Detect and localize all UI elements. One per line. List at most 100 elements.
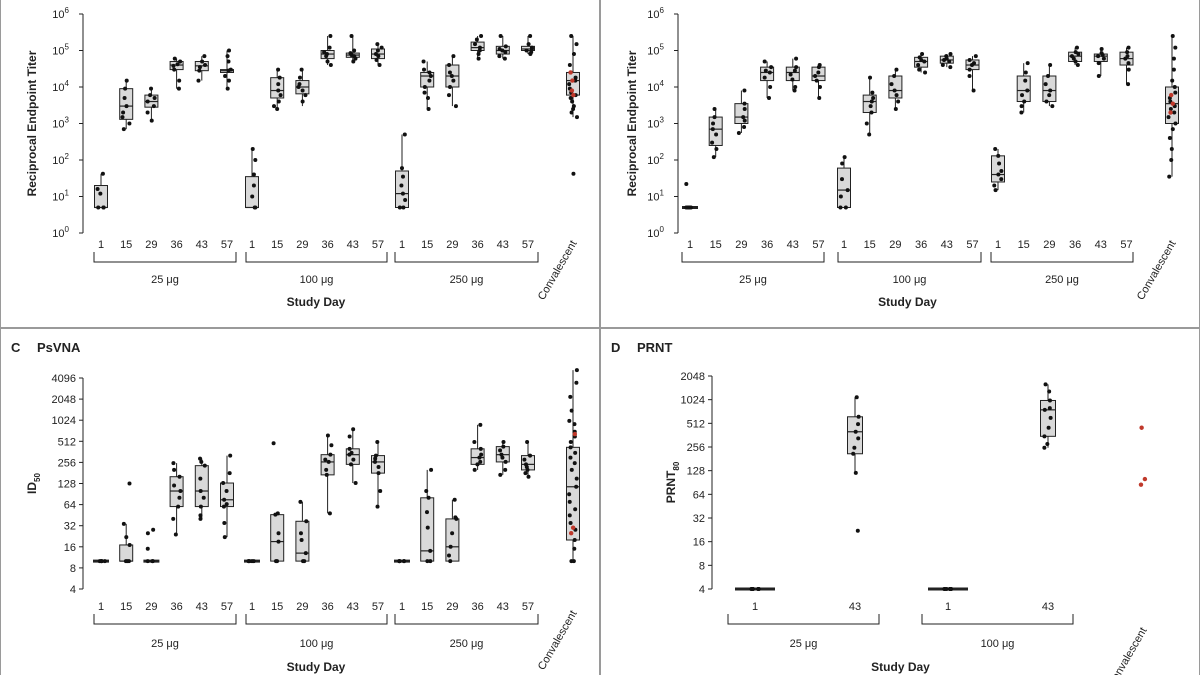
data-point [864, 121, 869, 126]
data-point [741, 115, 746, 120]
data-point [853, 429, 858, 434]
data-point [1047, 389, 1052, 394]
x-axis-label: Study Day [878, 295, 937, 309]
data-point [198, 513, 203, 518]
data-point [448, 559, 453, 564]
data-point [348, 462, 353, 467]
data-point [525, 440, 530, 445]
data-point [948, 65, 953, 70]
data-point [148, 93, 153, 98]
day-tick-label: 1 [399, 239, 405, 251]
data-point [711, 121, 716, 126]
data-point [177, 78, 182, 83]
data-point [528, 33, 533, 38]
box [837, 167, 851, 208]
data-point [453, 104, 458, 109]
data-point [425, 559, 430, 564]
box [119, 544, 134, 562]
data-point [400, 191, 405, 196]
convalescent-point [568, 520, 573, 525]
data-point [472, 440, 477, 445]
data-point [1043, 82, 1048, 87]
data-point [868, 75, 873, 80]
data-point [1048, 88, 1053, 93]
data-point [996, 172, 1001, 177]
data-point [101, 205, 106, 210]
data-point [762, 59, 767, 64]
convalescent-point [567, 492, 572, 497]
data-point [999, 168, 1004, 173]
data-point [145, 559, 150, 564]
convalescent-point [573, 507, 578, 512]
data-point [422, 85, 427, 89]
day-tick-label: 29 [446, 601, 458, 613]
day-tick-label: 15 [271, 239, 283, 251]
data-point [399, 183, 404, 188]
day-tick-label: 29 [446, 239, 458, 251]
data-point [327, 511, 332, 516]
group-bracket [394, 614, 539, 625]
day-tick-label: 43 [347, 239, 359, 251]
data-point [428, 74, 433, 79]
data-point [172, 483, 177, 488]
data-point [478, 422, 483, 427]
convalescent-point [1167, 136, 1172, 141]
group-label: 25 μg [739, 274, 767, 286]
data-point [347, 452, 352, 457]
data-point [852, 445, 857, 450]
convalescent-point [574, 484, 579, 489]
data-point [127, 481, 132, 486]
y-tick-label: 128 [687, 466, 705, 478]
data-point [176, 504, 181, 509]
data-point [856, 414, 861, 419]
data-point [477, 455, 482, 460]
data-point [276, 531, 281, 536]
data-point [223, 74, 228, 79]
data-point [378, 489, 383, 494]
day-tick-label: 43 [347, 601, 359, 613]
data-point [447, 63, 452, 68]
data-point [523, 471, 528, 476]
data-point [871, 95, 876, 100]
group-bracket [93, 252, 237, 263]
data-point [251, 172, 256, 177]
data-point [200, 59, 205, 64]
convalescent-point [574, 368, 579, 373]
data-point [149, 118, 154, 123]
convalescent-label: Convalescent [1135, 239, 1179, 303]
data-point [277, 75, 282, 80]
data-point [276, 82, 281, 87]
data-point [178, 489, 183, 494]
data-point [993, 188, 998, 193]
data-point [500, 455, 505, 460]
data-point [222, 497, 227, 502]
data-point [121, 127, 126, 132]
data-point [226, 78, 231, 83]
data-point [225, 86, 230, 91]
data-point [304, 519, 309, 524]
day-tick-label: 29 [296, 239, 308, 251]
convalescent-red-point [1139, 425, 1144, 430]
data-point [100, 171, 105, 176]
y-tick-label: 256 [687, 442, 705, 454]
data-point [1042, 407, 1047, 412]
convalescent-point [568, 440, 573, 445]
data-point [275, 559, 280, 564]
group-bracket [921, 614, 1074, 625]
data-point [996, 153, 1001, 158]
data-point [171, 461, 176, 466]
data-point [923, 70, 928, 75]
data-point [177, 495, 182, 500]
day-tick-label: 15 [421, 601, 433, 613]
data-point [421, 59, 426, 64]
convalescent-point [569, 408, 574, 413]
data-point [447, 70, 452, 75]
data-point [427, 70, 432, 75]
convalescent-point [571, 559, 576, 564]
data-point [422, 67, 427, 72]
day-tick-label: 29 [889, 239, 901, 251]
data-point [152, 95, 157, 100]
day-tick-label: 36 [1069, 239, 1081, 251]
data-point [102, 559, 107, 564]
convalescent-point [573, 75, 578, 80]
